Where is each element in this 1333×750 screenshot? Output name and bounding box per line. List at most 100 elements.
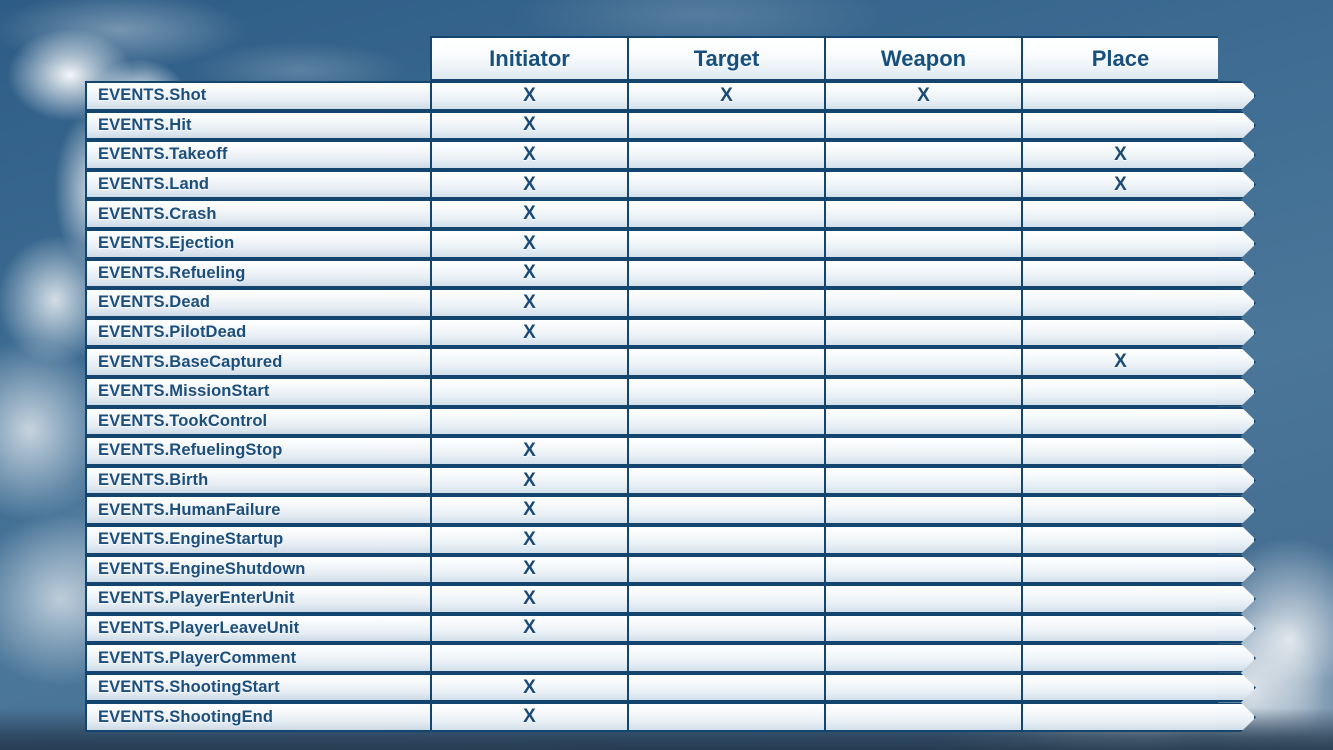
mark-cell-target[interactable]	[627, 110, 824, 141]
mark-cell-weapon[interactable]	[824, 613, 1021, 644]
mark-cell-target[interactable]	[627, 347, 824, 377]
mark-cell-weapon[interactable]	[824, 347, 1021, 377]
mark-cell-place[interactable]	[1021, 495, 1218, 525]
table-row[interactable]: EVENTS.PlayerComment	[85, 643, 1256, 673]
mark-cell-weapon[interactable]	[824, 110, 1021, 141]
mark-cell-target[interactable]	[627, 643, 824, 673]
mark-cell-place[interactable]	[1021, 228, 1218, 259]
mark-cell-place[interactable]	[1021, 317, 1218, 348]
column-header-place[interactable]: Place	[1021, 36, 1218, 81]
column-header-weapon[interactable]: Weapon	[824, 36, 1021, 81]
mark-cell-target[interactable]	[627, 376, 824, 407]
mark-cell-place[interactable]: X	[1021, 140, 1218, 170]
mark-cell-initiator[interactable]: X	[430, 199, 627, 229]
mark-cell-weapon[interactable]	[824, 258, 1021, 289]
mark-cell-place[interactable]	[1021, 288, 1218, 318]
mark-cell-target[interactable]	[627, 613, 824, 644]
table-row[interactable]: EVENTS.Dead X	[85, 288, 1256, 318]
mark-cell-initiator[interactable]	[430, 376, 627, 407]
mark-cell-place[interactable]	[1021, 672, 1218, 703]
table-row[interactable]: EVENTS.TookControl	[85, 406, 1256, 437]
mark-cell-place[interactable]	[1021, 258, 1218, 289]
mark-cell-initiator[interactable]	[430, 643, 627, 673]
table-row[interactable]: EVENTS.PlayerEnterUnit X	[85, 584, 1256, 614]
mark-cell-place[interactable]	[1021, 81, 1218, 111]
table-row[interactable]: EVENTS.MissionStart	[85, 376, 1256, 407]
mark-cell-weapon[interactable]	[824, 672, 1021, 703]
mark-cell-target[interactable]	[627, 169, 824, 200]
mark-cell-initiator[interactable]: X	[430, 81, 627, 111]
mark-cell-target[interactable]: X	[627, 81, 824, 111]
mark-cell-initiator[interactable]: X	[430, 436, 627, 466]
mark-cell-initiator[interactable]	[430, 406, 627, 437]
mark-cell-weapon[interactable]	[824, 228, 1021, 259]
mark-cell-place[interactable]	[1021, 702, 1218, 733]
table-row[interactable]: EVENTS.ShootingEnd X	[85, 702, 1256, 733]
mark-cell-place[interactable]	[1021, 524, 1218, 555]
table-row[interactable]: EVENTS.Shot X X X	[85, 81, 1256, 111]
table-row[interactable]: EVENTS.Refueling X	[85, 258, 1256, 289]
mark-cell-weapon[interactable]	[824, 554, 1021, 585]
mark-cell-target[interactable]	[627, 495, 824, 525]
mark-cell-weapon[interactable]	[824, 406, 1021, 437]
mark-cell-weapon[interactable]	[824, 524, 1021, 555]
mark-cell-place[interactable]	[1021, 643, 1218, 673]
mark-cell-weapon[interactable]	[824, 584, 1021, 614]
mark-cell-initiator[interactable]: X	[430, 465, 627, 496]
mark-cell-weapon[interactable]	[824, 376, 1021, 407]
mark-cell-weapon[interactable]	[824, 317, 1021, 348]
mark-cell-initiator[interactable]: X	[430, 317, 627, 348]
table-row[interactable]: EVENTS.Birth X	[85, 465, 1256, 496]
mark-cell-target[interactable]	[627, 199, 824, 229]
mark-cell-initiator[interactable]: X	[430, 110, 627, 141]
mark-cell-initiator[interactable]: X	[430, 584, 627, 614]
mark-cell-target[interactable]	[627, 436, 824, 466]
table-row[interactable]: EVENTS.ShootingStart X	[85, 672, 1256, 703]
mark-cell-weapon[interactable]	[824, 199, 1021, 229]
mark-cell-initiator[interactable]: X	[430, 613, 627, 644]
mark-cell-place[interactable]	[1021, 613, 1218, 644]
mark-cell-initiator[interactable]	[430, 347, 627, 377]
mark-cell-target[interactable]	[627, 288, 824, 318]
mark-cell-initiator[interactable]: X	[430, 524, 627, 555]
mark-cell-initiator[interactable]: X	[430, 702, 627, 733]
mark-cell-target[interactable]	[627, 406, 824, 437]
mark-cell-initiator[interactable]: X	[430, 554, 627, 585]
column-header-initiator[interactable]: Initiator	[430, 36, 627, 81]
mark-cell-target[interactable]	[627, 465, 824, 496]
mark-cell-weapon[interactable]	[824, 465, 1021, 496]
mark-cell-initiator[interactable]: X	[430, 228, 627, 259]
mark-cell-place[interactable]	[1021, 436, 1218, 466]
table-row[interactable]: EVENTS.EngineStartup X	[85, 524, 1256, 555]
mark-cell-place[interactable]	[1021, 376, 1218, 407]
mark-cell-target[interactable]	[627, 317, 824, 348]
table-row[interactable]: EVENTS.Land X X	[85, 169, 1256, 200]
mark-cell-place[interactable]	[1021, 199, 1218, 229]
mark-cell-weapon[interactable]	[824, 140, 1021, 170]
mark-cell-place[interactable]	[1021, 406, 1218, 437]
table-row[interactable]: EVENTS.HumanFailure X	[85, 495, 1256, 525]
mark-cell-initiator[interactable]: X	[430, 495, 627, 525]
mark-cell-weapon[interactable]	[824, 436, 1021, 466]
mark-cell-initiator[interactable]: X	[430, 672, 627, 703]
mark-cell-target[interactable]	[627, 584, 824, 614]
table-row[interactable]: EVENTS.Takeoff X X	[85, 140, 1256, 170]
column-header-target[interactable]: Target	[627, 36, 824, 81]
mark-cell-weapon[interactable]	[824, 288, 1021, 318]
table-row[interactable]: EVENTS.Hit X	[85, 110, 1256, 141]
mark-cell-initiator[interactable]: X	[430, 140, 627, 170]
table-row[interactable]: EVENTS.Ejection X	[85, 228, 1256, 259]
mark-cell-weapon[interactable]	[824, 495, 1021, 525]
table-row[interactable]: EVENTS.PlayerLeaveUnit X	[85, 613, 1256, 644]
mark-cell-initiator[interactable]: X	[430, 258, 627, 289]
mark-cell-target[interactable]	[627, 524, 824, 555]
mark-cell-weapon[interactable]: X	[824, 81, 1021, 111]
mark-cell-initiator[interactable]: X	[430, 169, 627, 200]
table-row[interactable]: EVENTS.EngineShutdown X	[85, 554, 1256, 585]
mark-cell-place[interactable]	[1021, 110, 1218, 141]
table-row[interactable]: EVENTS.PilotDead X	[85, 317, 1256, 348]
mark-cell-weapon[interactable]	[824, 643, 1021, 673]
mark-cell-target[interactable]	[627, 228, 824, 259]
table-row[interactable]: EVENTS.BaseCaptured X	[85, 347, 1256, 377]
table-row[interactable]: EVENTS.RefuelingStop X	[85, 436, 1256, 466]
